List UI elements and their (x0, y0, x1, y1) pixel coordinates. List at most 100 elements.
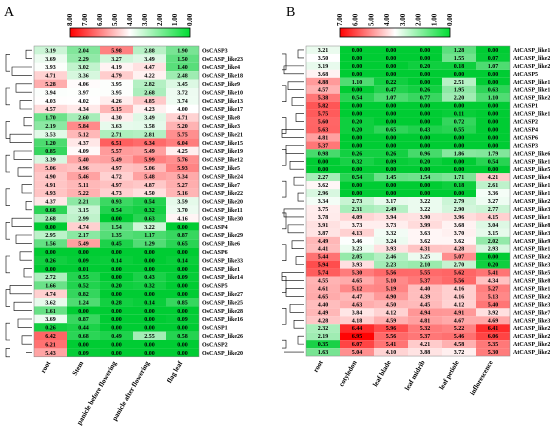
heatmap-cell-fill (67, 188, 100, 198)
heatmap-cell-fill (67, 222, 100, 231)
heatmap-cell-fill (340, 53, 374, 62)
heatmap-cell-fill (133, 348, 166, 357)
heatmap-cell: 5.40 (476, 300, 510, 309)
heatmap-cell-value: 3.95 (111, 90, 122, 96)
heatmap-cell-fill (442, 53, 476, 62)
heatmap-cell: 6.51 (100, 138, 133, 147)
heatmap-cell-fill (306, 205, 340, 213)
heatmap-cell: 0.35 (306, 340, 340, 349)
heatmap-cell-value: 0.77 (420, 96, 431, 102)
heatmap-cell: 3.15 (67, 205, 100, 214)
heatmap-cell: 2.20 (442, 93, 476, 102)
heatmap-cell-value: 2.02 (488, 239, 499, 245)
heatmap-cell-value: 3.62 (45, 300, 56, 306)
heatmap-cell-fill (166, 130, 199, 139)
heatmap-cell-value: 6.04 (177, 141, 188, 147)
heatmap-cell-fill (442, 117, 476, 126)
heatmap-cell-fill (67, 172, 100, 181)
dendrogram-branch (282, 308, 287, 325)
heatmap-cell-value: 2.90 (454, 207, 465, 213)
heatmap-cell: 0.22 (374, 77, 408, 86)
heatmap-cell-value: 4.28 (318, 318, 329, 324)
heatmap-cell-fill (100, 104, 133, 114)
heatmap-cell-fill (34, 121, 67, 130)
row-label: AtCASP_like8 (513, 279, 550, 285)
heatmap-cell-fill (34, 264, 67, 273)
heatmap-cell-value: 0.00 (386, 64, 397, 70)
heatmap-cell: 0.00 (476, 101, 510, 110)
heatmap-cell: 0.00 (340, 109, 374, 118)
heatmap-cell-fill (442, 220, 476, 229)
heatmap-cell: 5.94 (306, 260, 340, 269)
heatmap-cell: 2.04 (67, 46, 100, 55)
heatmap-cell-value: 4.58 (454, 342, 465, 348)
heatmap-cell: 5.34 (166, 172, 199, 181)
heatmap-cell: 3.78 (306, 212, 340, 221)
heatmap-cell-fill (374, 348, 408, 357)
heatmap-cell-fill (408, 332, 442, 341)
heatmap-cell-value: 0.63 (488, 88, 499, 94)
heatmap-border (305, 45, 511, 357)
heatmap-cell: 3.72 (166, 88, 199, 97)
row-label: OsCASP_like11 (202, 208, 243, 214)
heatmap-cell: 0.00 (408, 109, 442, 118)
color-scale-tick: 4.00 (383, 13, 391, 26)
heatmap-cell: 0.00 (374, 109, 408, 118)
heatmap-cell-value: 4.16 (454, 286, 465, 292)
heatmap-cell: 0.00 (133, 340, 166, 349)
heatmap-cell-fill (67, 180, 100, 189)
heatmap-cell: 0.52 (67, 281, 100, 290)
heatmap-cell-fill (100, 306, 133, 315)
heatmap-cell: 4.02 (67, 96, 100, 105)
heatmap-cell-value: 4.31 (420, 247, 431, 253)
heatmap-cell: 3.15 (476, 228, 510, 237)
heatmap-cell: 0.00 (408, 141, 442, 149)
heatmap-cell-fill (408, 244, 442, 253)
heatmap-cell: 3.23 (340, 244, 374, 253)
heatmap-cell-value: 1.24 (78, 300, 89, 306)
heatmap-cell-fill (67, 163, 100, 172)
heatmap-cell-fill (166, 272, 199, 282)
heatmap-cell: 4.63 (340, 300, 374, 309)
heatmap-cell-value: 3.62 (454, 239, 465, 245)
heatmap-panel-b: B 7.00 6.00 5.00 4.00 3.00 2.00 1.00 0.00 3.21 0.0… (281, 5, 550, 397)
heatmap-cell: 5.27 (166, 180, 199, 189)
heatmap-cell-value: 2.60 (78, 116, 89, 122)
heatmap-cell-fill (34, 71, 67, 80)
heatmap-cell: 0.09 (166, 272, 199, 282)
heatmap-cell-value: 1.70 (45, 116, 56, 122)
heatmap-cell: 5.56 (442, 276, 476, 285)
heatmap-cell-fill (34, 155, 67, 164)
row-label: OsCASP_like20 (202, 351, 243, 357)
heatmap-cell-value: 0.20 (352, 120, 363, 126)
heatmap-cell-value: 4.94 (420, 310, 431, 316)
heatmap-cell: 5.11 (67, 180, 100, 189)
heatmap-cell-value: 1.54 (111, 225, 122, 231)
heatmap-cell: 2.71 (100, 130, 133, 139)
heatmap-cell-value: 5.30 (488, 350, 499, 356)
heatmap-cell-fill (166, 222, 199, 231)
heatmap-cell-fill (166, 155, 199, 164)
heatmap-cell-fill (34, 247, 67, 256)
heatmap-cell-value: 4.81 (318, 135, 329, 141)
heatmap-cell-fill (442, 189, 476, 198)
heatmap-cell-fill (133, 155, 166, 164)
heatmap-cell-value: 0.00 (352, 72, 363, 78)
heatmap-cell-value: 5.96 (386, 326, 397, 332)
heatmap-cell: 4.34 (476, 276, 510, 285)
heatmap-cell-value: 2.93 (488, 247, 499, 253)
heatmap-cell: 4.47 (133, 62, 166, 72)
heatmap-cell-fill (442, 236, 476, 245)
heatmap-cell-value: 0.00 (78, 309, 89, 315)
heatmap-cell: 0.58 (166, 331, 199, 340)
heatmap-cell: 6.34 (133, 138, 166, 147)
heatmap-cell: 3.34 (306, 197, 340, 205)
heatmap-cell: 4.47 (340, 292, 374, 301)
heatmap-cell-fill (34, 323, 67, 332)
dendrogram-branch (5, 255, 10, 274)
heatmap-cell: 0.00 (408, 117, 442, 126)
heatmap-cell: 0.00 (133, 314, 166, 323)
heatmap-cell-fill (408, 284, 442, 293)
heatmap-cell-value: 2.27 (318, 175, 329, 181)
heatmap-cell: 3.93 (34, 62, 67, 72)
